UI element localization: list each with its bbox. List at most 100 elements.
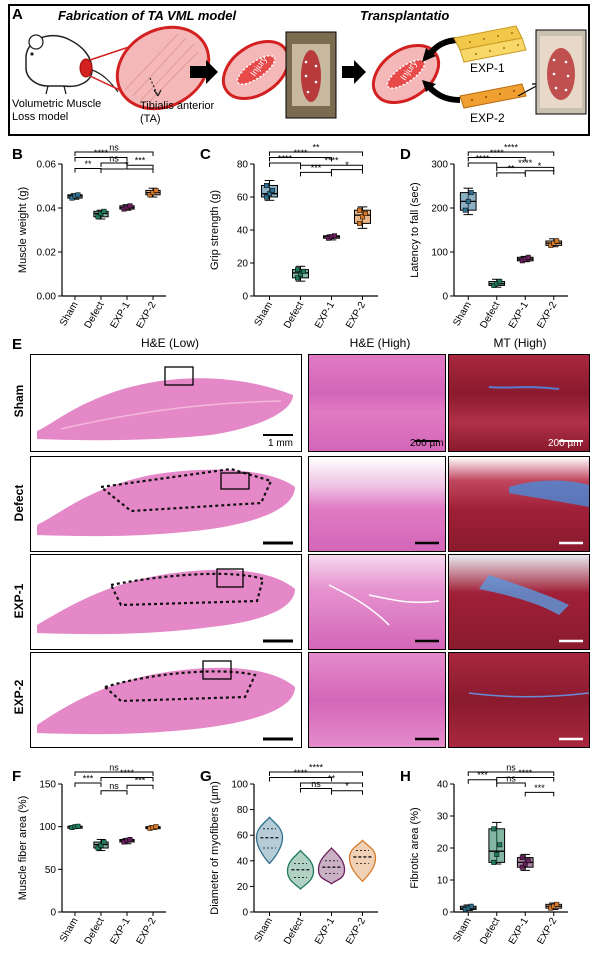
he-low-defect (30, 456, 302, 552)
ta-muscle-icon (115, 25, 211, 111)
y-tick-label: 10 (437, 876, 449, 887)
significance-label: * (345, 160, 349, 170)
data-point (491, 859, 497, 865)
y-axis-label: Fibrotic area (%) (409, 807, 421, 888)
data-point (497, 842, 503, 848)
y-tick-label: 150 (39, 780, 56, 791)
significance-bracket (126, 164, 154, 170)
x-tick-label: EXP-2 (535, 916, 559, 947)
data-point (363, 211, 368, 216)
data-point (153, 824, 159, 830)
significance-bracket (467, 162, 498, 167)
data-point (519, 855, 525, 861)
significance-label: **** (309, 763, 324, 773)
significance-bracket (269, 777, 332, 782)
significance-bracket (269, 157, 332, 162)
y-tick-label: 0.00 (37, 292, 57, 303)
significance-bracket (467, 151, 555, 156)
significance-bracket (300, 164, 363, 170)
row-label-exp2: EXP-2 (12, 679, 26, 715)
significance-bracket (496, 172, 526, 177)
data-point (360, 214, 365, 220)
col-head-mt-high: MT (High) (493, 336, 547, 350)
mt-high-sham (448, 354, 590, 452)
y-axis-label: Muscle fiber area (%) (17, 796, 29, 901)
label-ta: Tibialis anterior (TA) (140, 100, 215, 125)
data-point (267, 191, 272, 197)
significance-label: ** (84, 159, 92, 169)
data-point (497, 279, 503, 284)
y-tick-label: 0 (242, 908, 248, 919)
data-point (554, 901, 560, 907)
mt-high-defect (448, 456, 590, 552)
data-point (95, 845, 101, 851)
y-tick-label: 80 (237, 805, 249, 816)
significance-label: *** (135, 156, 146, 166)
panel-a-frame (8, 4, 590, 136)
data-point (468, 903, 474, 909)
data-point (127, 203, 133, 209)
significance-label: * (538, 161, 542, 171)
he-high-sham (308, 354, 446, 452)
data-point (332, 233, 337, 239)
label-vml: Volumetric Muscle Loss model (12, 98, 102, 123)
y-tick-label: 40 (237, 226, 249, 237)
y-tick-label: 20 (237, 259, 249, 270)
y-tick-label: 30 (437, 812, 449, 823)
data-point (468, 190, 474, 196)
data-point (127, 837, 133, 842)
y-tick-label: 50 (45, 865, 57, 876)
data-point (153, 187, 159, 193)
significance-label: **** (490, 148, 505, 158)
scale-high: 200 µm (410, 438, 444, 449)
significance-label: ** (507, 163, 515, 173)
panel-a-illustration (25, 25, 587, 119)
significance-label: ns (109, 781, 119, 791)
col-head-he-high: H&E (High) (349, 336, 411, 350)
significance-bracket (496, 782, 526, 787)
panel-h-letter: H (400, 768, 411, 785)
data-point (525, 858, 531, 864)
panel-c-letter: C (200, 146, 211, 163)
y-tick-label: 0 (442, 908, 448, 919)
significance-bracket (331, 790, 363, 795)
significance-label: ** (328, 774, 336, 784)
data-point (264, 194, 269, 200)
col-head-he-low: H&E (Low) (140, 336, 199, 350)
he-low-sham (30, 354, 302, 452)
significance-label: ns (109, 154, 119, 164)
panel-b-letter: B (12, 146, 23, 163)
he-high-exp1 (308, 554, 446, 650)
y-axis-label: Diameter of myofibers (µm) (209, 781, 221, 914)
significance-label: **** (94, 148, 109, 158)
violin (317, 847, 346, 885)
label-exp2: EXP-2 (470, 111, 505, 125)
y-tick-label: 60 (237, 193, 249, 204)
data-point (298, 272, 303, 278)
data-point (295, 267, 300, 273)
significance-label: *** (311, 163, 322, 173)
y-tick-label: 200 (431, 204, 448, 215)
significance-bracket (467, 157, 526, 162)
data-point (491, 826, 497, 832)
significance-label: **** (293, 768, 308, 778)
y-tick-label: 60 (237, 831, 249, 842)
row-label-defect: Defect (12, 484, 26, 522)
significance-label: *** (83, 774, 94, 784)
box (488, 828, 506, 863)
x-tick-label: Defect (478, 916, 502, 947)
y-tick-label: 40 (437, 780, 449, 791)
injured-muscle-icon (221, 39, 291, 101)
x-tick-label: Sham (451, 916, 474, 944)
data-point (75, 823, 81, 829)
y-tick-label: 100 (231, 780, 248, 791)
x-tick-label: EXP-1 (507, 916, 531, 947)
y-tick-label: 0.02 (37, 248, 57, 259)
row-label-exp1: EXP-1 (12, 583, 26, 619)
panel-a-letter: A (12, 6, 23, 23)
panel-g-letter: G (200, 768, 212, 785)
